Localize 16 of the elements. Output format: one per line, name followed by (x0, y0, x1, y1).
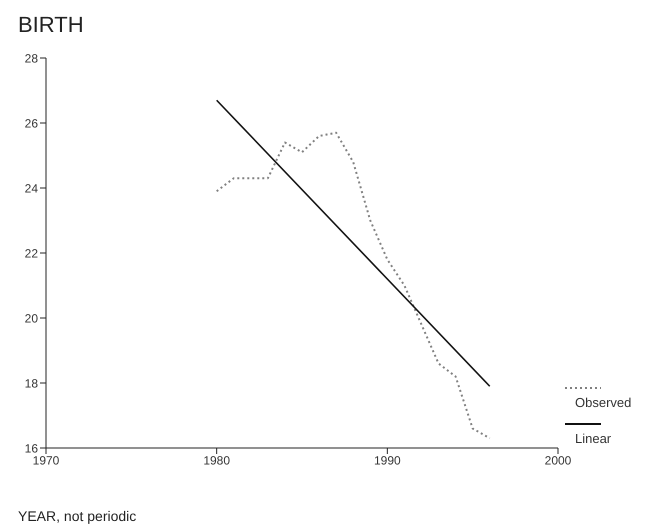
x-tick-label: 1990 (374, 454, 402, 468)
y-tick-label: 24 (24, 181, 38, 196)
y-tick-label: 26 (24, 116, 38, 130)
x-axis-title: YEAR, not periodic (18, 508, 136, 524)
y-tick-label: 18 (24, 376, 38, 390)
y-tick-label: 22 (24, 246, 38, 260)
y-tick-label: 16 (24, 441, 38, 456)
x-tick-label: 2000 (544, 454, 572, 468)
x-tick-label: 1980 (203, 454, 230, 468)
y-tick-label: 20 (24, 311, 38, 326)
y-tick-label: 28 (24, 51, 38, 66)
legend-label: Linear (574, 431, 612, 446)
chart-title: BIRTH (18, 12, 84, 38)
x-tick-label: 1970 (32, 454, 60, 468)
line-series (216, 132, 491, 440)
legend-label: Observed (574, 395, 632, 410)
